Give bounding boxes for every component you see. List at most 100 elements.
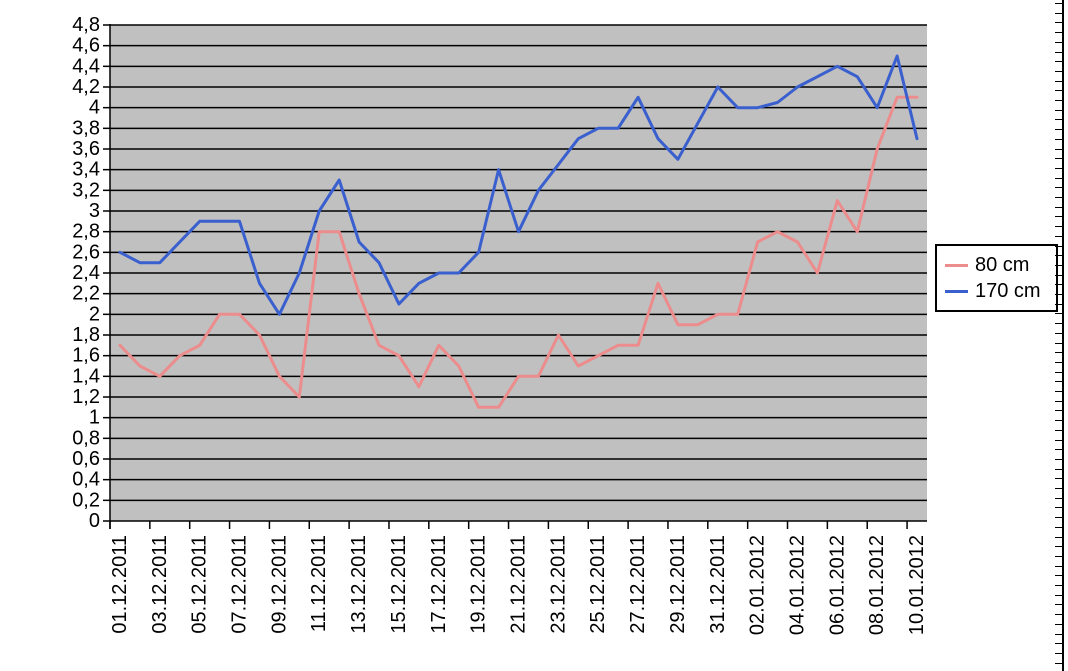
adjacent-axis-tick: [1055, 167, 1062, 169]
x-axis-label: 25.12.2011: [587, 535, 609, 634]
adjacent-axis-tick: [1055, 633, 1062, 635]
chart-legend[interactable]: 80 cm 170 cm: [935, 244, 1058, 312]
adjacent-axis-tick: [1055, 614, 1062, 616]
adjacent-axis-tick: [1055, 623, 1062, 625]
adjacent-axis-tick: [1055, 264, 1062, 266]
y-axis-label: 2: [89, 303, 100, 325]
x-axis-label: 04.01.2012: [786, 535, 808, 635]
y-axis-label: 4,2: [72, 76, 100, 98]
adjacent-axis-tick: [1055, 497, 1062, 499]
legend-label-80cm: 80 cm: [975, 254, 1030, 276]
y-axis-label: 0,4: [72, 469, 100, 491]
adjacent-axis-tick: [1055, 604, 1062, 606]
y-axis-label: 2,2: [72, 283, 100, 305]
adjacent-axis-tick: [1055, 197, 1062, 198]
legend-item-80cm[interactable]: 80 cm: [945, 252, 1052, 278]
adjacent-axis-tick: [1055, 70, 1062, 72]
legend-item-170cm[interactable]: 170 cm: [945, 278, 1052, 304]
adjacent-axis-tick: [1055, 274, 1062, 276]
adjacent-axis-tick: [1055, 400, 1062, 402]
adjacent-axis-tick: [1055, 129, 1062, 131]
adjacent-axis-tick: [1055, 410, 1062, 412]
x-axis-label: 17.12.2011: [428, 535, 450, 634]
x-axis-label: 21.12.2011: [508, 535, 530, 634]
adjacent-axis-tick: [1055, 187, 1062, 189]
y-axis-label: 3,6: [72, 138, 100, 160]
adjacent-axis-tick: [1055, 342, 1062, 344]
adjacent-chart-axis: [1055, 0, 1064, 671]
x-axis-label: 10.01.2012: [906, 535, 928, 635]
x-axis-label: 19.12.2011: [468, 535, 490, 634]
adjacent-axis-tick: [1055, 158, 1062, 160]
series-line-80cm[interactable]: [118, 95, 919, 409]
adjacent-axis-tick: [1055, 235, 1062, 237]
adjacent-axis-tick: [1055, 420, 1062, 422]
adjacent-axis-tick: [1055, 468, 1062, 470]
adjacent-axis-tick: [1055, 439, 1062, 441]
x-axis-label: 01.12.2011: [109, 535, 131, 634]
adjacent-axis-tick: [1055, 245, 1062, 247]
adjacent-axis-tick: [1055, 216, 1062, 218]
x-axis-label: 13.12.2011: [348, 535, 370, 634]
adjacent-axis-tick: [1055, 22, 1062, 24]
adjacent-axis-tick: [1055, 177, 1062, 179]
x-axis-label: 08.01.2012: [866, 535, 888, 635]
adjacent-axis-tick: [1055, 565, 1062, 567]
y-axis-label: 2,4: [72, 262, 100, 284]
x-axis-label: 23.12.2011: [547, 535, 569, 634]
x-axis-label: 27.12.2011: [627, 535, 649, 634]
series-line-170cm[interactable]: [118, 54, 919, 316]
adjacent-axis-tick: [1055, 148, 1062, 150]
adjacent-axis-tick: [1055, 555, 1062, 557]
adjacent-axis-tick: [1055, 284, 1062, 286]
x-axis-label: 05.12.2011: [189, 535, 211, 634]
adjacent-axis-tick: [1055, 488, 1062, 489]
y-axis-label: 4: [89, 97, 100, 119]
y-axis-label: 4,8: [72, 14, 100, 36]
y-axis-label: 0,6: [72, 448, 100, 470]
legend-line-sample-170cm: [945, 289, 968, 293]
adjacent-axis-tick: [1055, 585, 1062, 586]
y-axis-label: 1,8: [72, 324, 100, 346]
adjacent-axis-tick: [1055, 332, 1062, 334]
adjacent-axis-tick: [1055, 575, 1062, 577]
adjacent-axis-tick: [1055, 294, 1062, 295]
adjacent-axis-tick: [1055, 517, 1062, 519]
y-axis-label: 0: [89, 510, 100, 532]
adjacent-axis-tick: [1055, 119, 1062, 121]
adjacent-axis-tick: [1055, 100, 1062, 101]
y-axis-label: 4,4: [72, 55, 100, 77]
adjacent-axis-tick: [1055, 594, 1062, 596]
adjacent-axis-tick: [1055, 449, 1062, 451]
x-axis-label: 06.01.2012: [826, 535, 848, 635]
x-axis-label: 11.12.2011: [308, 535, 330, 632]
adjacent-axis-tick: [1055, 662, 1062, 664]
x-axis-label: 07.12.2011: [229, 535, 251, 634]
adjacent-axis-tick: [1055, 323, 1062, 325]
adjacent-axis-tick: [1055, 90, 1062, 92]
y-axis-label: 0,2: [72, 489, 100, 511]
adjacent-axis-tick: [1055, 458, 1062, 460]
y-axis-label: 3,8: [72, 117, 100, 139]
adjacent-axis-tick: [1055, 255, 1062, 257]
y-axis-label: 2,6: [72, 241, 100, 263]
y-axis-label: 1,2: [72, 386, 100, 408]
adjacent-axis-tick: [1055, 536, 1062, 538]
x-axis-label: 15.12.2011: [388, 535, 410, 634]
x-axis-label: 02.01.2012: [747, 535, 769, 635]
y-axis-label: 3,4: [72, 159, 100, 181]
adjacent-axis-tick: [1055, 361, 1062, 363]
adjacent-axis-tick: [1055, 391, 1062, 392]
adjacent-axis-tick: [1055, 313, 1062, 315]
x-axis-label: 03.12.2011: [149, 535, 171, 634]
y-axis-label: 0,8: [72, 427, 100, 449]
y-axis-label: 1: [89, 407, 100, 429]
x-axis-label: 29.12.2011: [667, 535, 689, 634]
adjacent-axis-tick: [1055, 138, 1062, 140]
adjacent-axis-tick: [1055, 61, 1062, 63]
adjacent-axis-tick: [1055, 352, 1062, 354]
adjacent-axis-tick: [1055, 12, 1062, 14]
y-axis-label: 2,8: [72, 221, 100, 243]
